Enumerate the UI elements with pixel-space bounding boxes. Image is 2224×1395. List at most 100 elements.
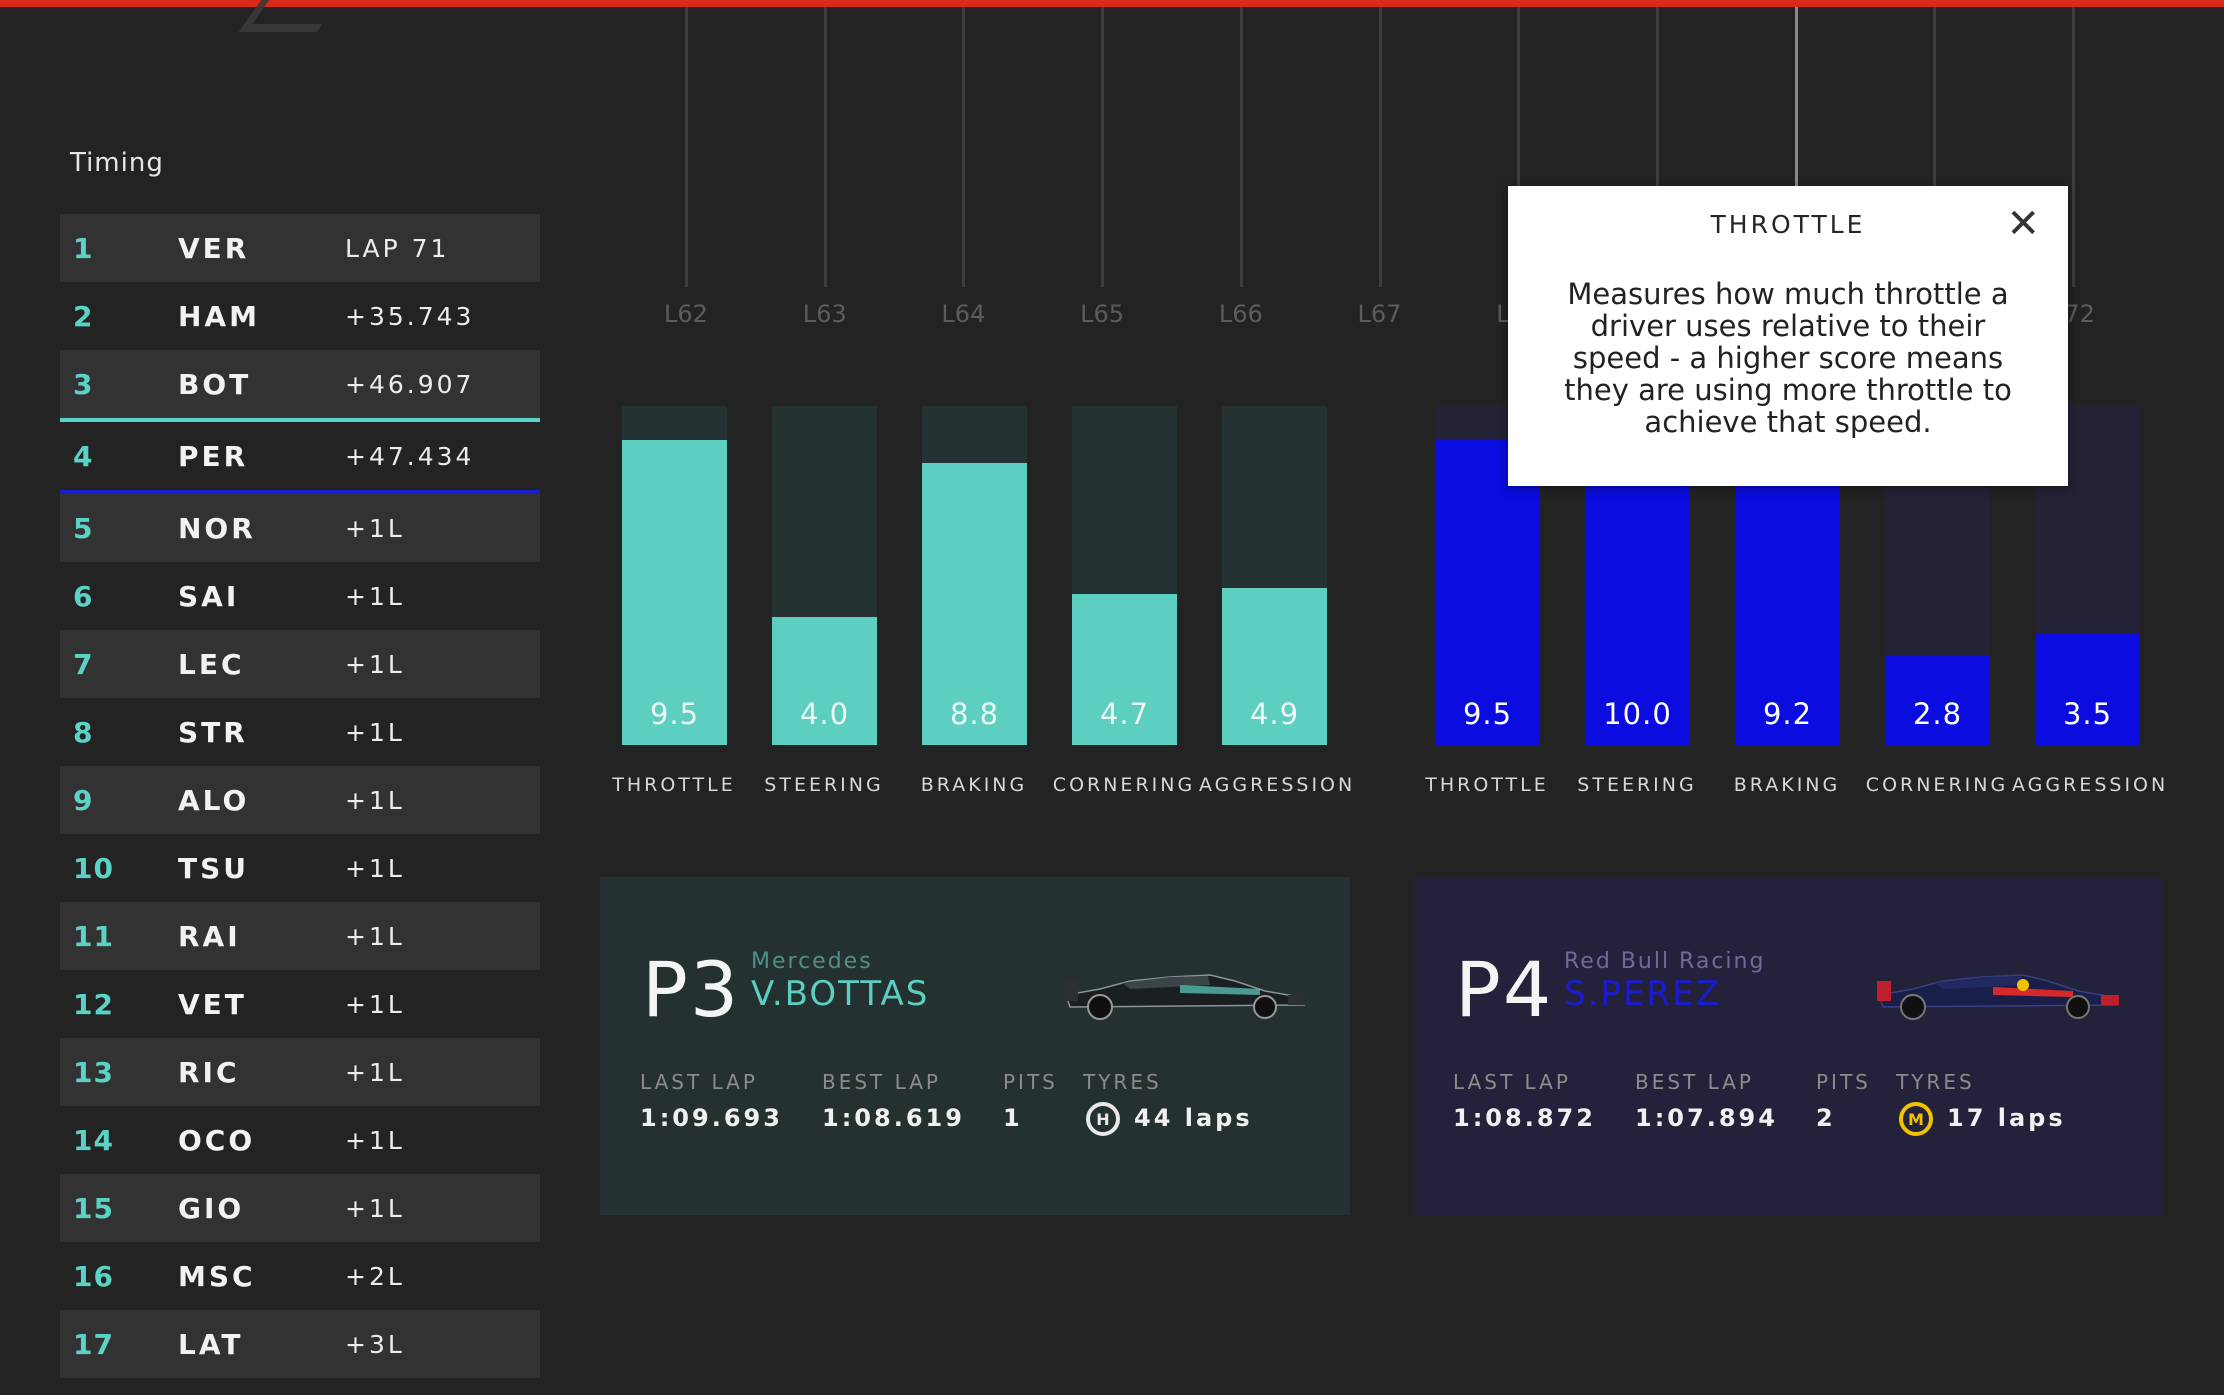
bar-aggression[interactable] (2035, 632, 2140, 745)
timing-position: 17 (73, 1327, 114, 1361)
lap-marker-line[interactable] (962, 7, 966, 287)
lap-label[interactable]: L63 (802, 300, 847, 328)
last-lap-label: LAST LAP (640, 1070, 758, 1094)
timing-gap: +35.743 (345, 301, 475, 331)
bar-track[interactable] (622, 406, 727, 745)
close-icon[interactable]: ✕ (2006, 201, 2040, 247)
lap-label[interactable]: L64 (941, 300, 986, 328)
medium-tyre-icon: M (1899, 1102, 1933, 1136)
tooltip-title: THROTTLE (1710, 210, 1866, 239)
timing-position: 5 (73, 511, 94, 545)
timing-driver-code: VET (178, 987, 247, 1021)
bar-value-label: 8.8 (949, 697, 1000, 731)
timing-position: 1 (73, 231, 94, 265)
lap-label[interactable]: L67 (1357, 300, 1402, 328)
timing-row[interactable]: 3 BOT +46.907 (60, 350, 540, 422)
best-lap-value: 1:07.894 (1635, 1104, 1778, 1132)
timing-driver-code: STR (178, 715, 248, 749)
lap-marker-line[interactable] (1933, 7, 1937, 287)
bar-value-label: 9.5 (1462, 697, 1513, 731)
timing-row[interactable]: 13 RIC +1L (60, 1038, 540, 1106)
timing-position: 7 (73, 647, 94, 681)
bar-value-label: 9.2 (1762, 697, 1813, 731)
timing-gap: +1L (345, 1125, 405, 1155)
timing-position: 11 (73, 919, 114, 953)
bar-category-label: STEERING (764, 774, 884, 796)
timing-driver-code: GIO (178, 1191, 245, 1225)
lap-marker-line[interactable] (1101, 7, 1105, 287)
timing-row[interactable]: 16 MSC +2L (60, 1242, 540, 1310)
timing-position: 16 (73, 1259, 114, 1293)
lap-marker-line[interactable] (1378, 7, 1382, 287)
pits-label: PITS (1816, 1070, 1871, 1094)
timing-gap: +1L (345, 1193, 405, 1223)
lap-marker-line[interactable] (1239, 7, 1243, 287)
bar-braking[interactable] (922, 462, 1027, 745)
bar-throttle[interactable] (1435, 440, 1540, 745)
timing-driver-code: PER (178, 439, 249, 473)
bar-value-label: 2.8 (1912, 697, 1963, 731)
lap-label[interactable]: L62 (664, 300, 708, 328)
timing-row[interactable]: 11 RAI +1L (60, 902, 540, 970)
timing-driver-code: OCO (178, 1123, 256, 1157)
timing-row[interactable]: 17 LAT +3L (60, 1310, 540, 1378)
timing-gap: +1L (345, 785, 405, 815)
bar-braking[interactable] (1735, 449, 1840, 745)
timing-row[interactable]: 7 LEC +1L (60, 630, 540, 698)
bar-category-label: THROTTLE (1425, 774, 1549, 796)
lap-marker-line[interactable] (2072, 7, 2075, 287)
lap-marker-line[interactable] (1655, 7, 1659, 287)
bar-throttle[interactable] (622, 440, 727, 745)
card-team: Red Bull Racing (1564, 949, 1766, 974)
lap-marker-line[interactable] (823, 7, 827, 287)
timing-driver-code: HAM (178, 299, 260, 333)
timing-table-viewport: 1 VER LAP 71 2 HAM +35.743 3 BOT +46.907 4 PER +47.… (60, 214, 540, 1395)
card-driver-name: S.PEREZ (1564, 974, 1721, 1014)
hard-tyre-icon: H (1086, 1102, 1120, 1136)
driver-card-per[interactable]: P4 Red Bull Racing S.PEREZ LAST LAP 1:08… (1413, 877, 2163, 1215)
bar-category-label: CORNERING (1052, 774, 1196, 796)
timing-row[interactable]: 8 STR +1L (60, 698, 540, 766)
timing-row[interactable]: 2 HAM +35.743 (60, 282, 540, 350)
timing-row[interactable]: 18MAZ+3L (60, 1378, 540, 1395)
lap-label[interactable]: L66 (1218, 300, 1263, 328)
lap-label[interactable]: L65 (1080, 300, 1125, 328)
bar-track[interactable] (1435, 406, 1540, 745)
throttle-tooltip: THROTTLE ✕ Measures how much throttle a … (1508, 186, 2068, 486)
lap-marker-line[interactable] (1517, 7, 1521, 287)
driver-card-bot[interactable]: P3 Mercedes V.BOTTAS LAST LAP 1:09.693 B… (600, 877, 1350, 1215)
bar-cornering[interactable] (1072, 594, 1177, 745)
timing-gap: +1L (345, 853, 405, 883)
tyre-laps: 44 laps (1134, 1104, 1253, 1132)
timing-row[interactable]: 1 VER LAP 71 (60, 214, 540, 282)
last-lap-value: 1:08.872 (1453, 1104, 1596, 1132)
last-lap-value: 1:09.693 (640, 1104, 783, 1132)
lap-marker-line[interactable] (685, 7, 688, 287)
lap-marker-line[interactable] (1794, 7, 1798, 279)
timing-row[interactable]: 12 VET +1L (60, 970, 540, 1038)
bar-track[interactable] (1072, 406, 1177, 745)
timing-row[interactable]: 9 ALO +1L (60, 766, 540, 834)
timing-driver-code: RIC (178, 1055, 240, 1089)
card-team: Mercedes (751, 949, 873, 974)
pits-value: 1 (1003, 1104, 1023, 1132)
timing-driver-code: NOR (178, 511, 256, 545)
bar-track[interactable] (772, 406, 877, 745)
bar-category-label: AGGRESSION (2012, 774, 2169, 796)
bar-value-label: 4.7 (1099, 697, 1150, 731)
bar-cornering[interactable] (1885, 655, 1990, 745)
timing-row[interactable]: 14 OCO +1L (60, 1106, 540, 1174)
timing-driver-code: BOT (178, 367, 252, 401)
timing-gap: +1L (345, 513, 405, 543)
bar-aggression[interactable] (1222, 587, 1327, 745)
bar-value-label: 10.0 (1603, 697, 1672, 731)
timing-row[interactable]: 10 TSU +1L (60, 834, 540, 902)
bar-track[interactable] (1222, 406, 1327, 745)
timing-row[interactable]: 5 NOR +1L (60, 494, 540, 562)
bar-track[interactable] (922, 406, 1027, 745)
timing-row[interactable]: 15 GIO +1L (60, 1174, 540, 1242)
timing-row[interactable]: 6 SAI +1L (60, 562, 540, 630)
timing-row[interactable]: 4 PER +47.434 (60, 422, 540, 494)
timing-gap: +3L (345, 1329, 405, 1359)
bar-steering[interactable] (772, 616, 877, 745)
